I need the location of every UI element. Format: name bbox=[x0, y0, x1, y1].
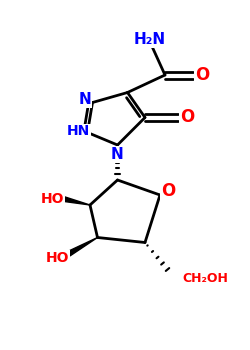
Text: HO: HO bbox=[46, 251, 70, 265]
Text: O: O bbox=[195, 66, 209, 84]
Text: HO: HO bbox=[41, 192, 65, 206]
Text: CH₂OH: CH₂OH bbox=[182, 272, 228, 285]
Polygon shape bbox=[68, 238, 98, 256]
Text: N: N bbox=[111, 147, 124, 162]
Polygon shape bbox=[62, 196, 90, 205]
Text: H₂N: H₂N bbox=[134, 32, 166, 47]
Text: O: O bbox=[161, 182, 175, 200]
Text: N: N bbox=[78, 92, 91, 107]
Text: HN: HN bbox=[67, 124, 90, 138]
Text: O: O bbox=[180, 108, 194, 126]
